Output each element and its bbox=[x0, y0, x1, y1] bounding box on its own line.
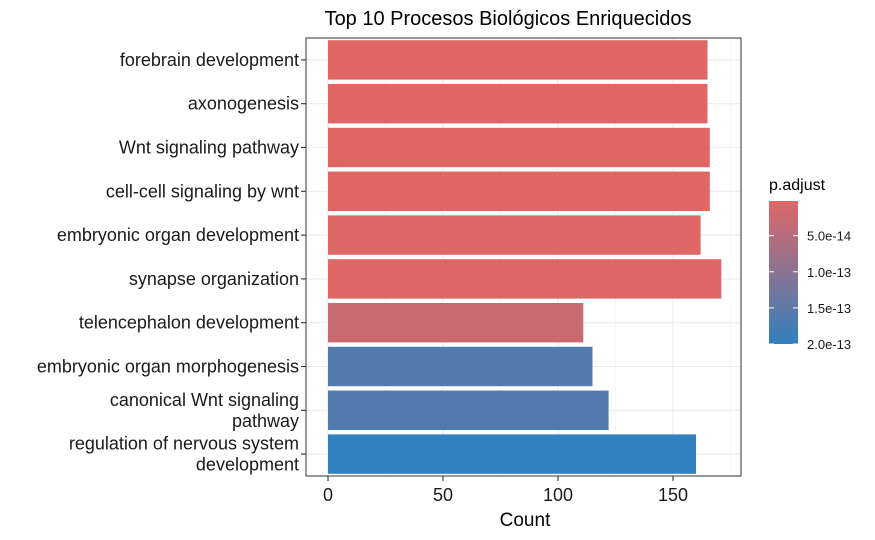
chart-title: Top 10 Procesos Biológicos Enriquecidos bbox=[325, 8, 692, 30]
y-tick-label: telencephalon development bbox=[79, 313, 299, 333]
x-axis-title: Count bbox=[500, 510, 551, 531]
color-legend: p.adjust 5.0e-14 1.0e-13 1.5e-13 2.0e-13 bbox=[769, 177, 851, 352]
bar bbox=[328, 259, 722, 299]
y-tick-label: forebrain development bbox=[120, 50, 299, 70]
legend-tick-label: 1.5e-13 bbox=[807, 301, 851, 316]
legend-title: p.adjust bbox=[769, 177, 826, 194]
y-tick-label: Wnt signaling pathway bbox=[119, 138, 299, 158]
bar bbox=[328, 434, 696, 474]
y-axis-labels: forebrain development axonogenesis Wnt sig… bbox=[37, 50, 299, 475]
bar bbox=[328, 346, 593, 387]
x-tick-label: 50 bbox=[433, 485, 453, 505]
x-axis-ticks: 0 50 100 150 bbox=[323, 476, 688, 505]
bar bbox=[328, 302, 584, 343]
y-axis-ticks bbox=[301, 59, 306, 455]
bar bbox=[328, 215, 701, 255]
y-tick-label: embryonic organ development bbox=[57, 225, 299, 245]
bar bbox=[328, 171, 710, 212]
y-tick-label: synapse organization bbox=[129, 269, 299, 289]
y-tick-label: embryonic organ morphogenesis bbox=[37, 357, 299, 377]
x-tick-label: 0 bbox=[323, 485, 333, 505]
y-tick-label: axonogenesis bbox=[188, 94, 299, 114]
x-tick-label: 100 bbox=[543, 485, 573, 505]
legend-tick-label: 1.0e-13 bbox=[807, 265, 851, 280]
panel-border bbox=[305, 37, 742, 477]
x-tick-label: 150 bbox=[658, 485, 688, 505]
bars bbox=[328, 40, 722, 474]
bar bbox=[328, 390, 609, 431]
y-tick-label: cell-cell signaling by wnt bbox=[106, 181, 299, 201]
legend-colorbar bbox=[769, 201, 798, 344]
bar bbox=[328, 83, 708, 124]
legend-tick-label: 2.0e-13 bbox=[807, 337, 851, 352]
bar bbox=[328, 127, 710, 168]
y-tick-label: canonical Wnt signaling bbox=[110, 390, 299, 410]
bar bbox=[328, 40, 708, 80]
y-tick-label: regulation of nervous system bbox=[69, 434, 299, 454]
plot-panel bbox=[305, 37, 742, 477]
y-tick-label: pathway bbox=[232, 411, 299, 431]
legend-tick-label: 5.0e-14 bbox=[807, 229, 851, 244]
legend-ticks: 5.0e-14 1.0e-13 1.5e-13 2.0e-13 bbox=[769, 229, 851, 352]
y-tick-label: development bbox=[196, 455, 299, 475]
